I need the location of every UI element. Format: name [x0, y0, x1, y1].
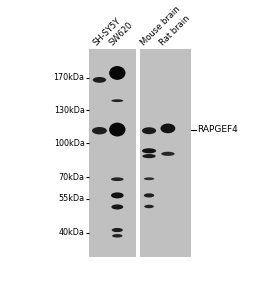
Text: SH-SY5Y: SH-SY5Y	[91, 16, 122, 47]
Text: SW620: SW620	[108, 20, 135, 47]
Ellipse shape	[161, 124, 175, 133]
Text: 130kDa: 130kDa	[54, 106, 84, 115]
Ellipse shape	[111, 99, 123, 102]
Ellipse shape	[112, 234, 123, 238]
Bar	[89, 49, 136, 256]
Ellipse shape	[161, 152, 175, 156]
Text: 70kDa: 70kDa	[59, 173, 84, 182]
Text: 55kDa: 55kDa	[58, 194, 84, 203]
Ellipse shape	[93, 77, 106, 83]
Text: 40kDa: 40kDa	[59, 228, 84, 237]
Ellipse shape	[109, 123, 125, 136]
Text: Rat brain: Rat brain	[158, 14, 191, 47]
Text: RAPGEF4: RAPGEF4	[197, 125, 237, 134]
Text: Mouse brain: Mouse brain	[139, 4, 182, 47]
Ellipse shape	[142, 148, 156, 153]
Bar	[140, 49, 191, 256]
Ellipse shape	[144, 205, 154, 208]
Ellipse shape	[111, 192, 124, 198]
Ellipse shape	[111, 177, 124, 181]
Ellipse shape	[92, 127, 107, 134]
Ellipse shape	[142, 154, 156, 158]
Ellipse shape	[144, 193, 154, 197]
Ellipse shape	[142, 127, 156, 134]
Ellipse shape	[111, 204, 123, 209]
Ellipse shape	[109, 66, 125, 80]
Text: 100kDa: 100kDa	[54, 139, 84, 148]
Ellipse shape	[112, 228, 123, 232]
Text: 170kDa: 170kDa	[54, 73, 84, 82]
Ellipse shape	[144, 177, 154, 180]
